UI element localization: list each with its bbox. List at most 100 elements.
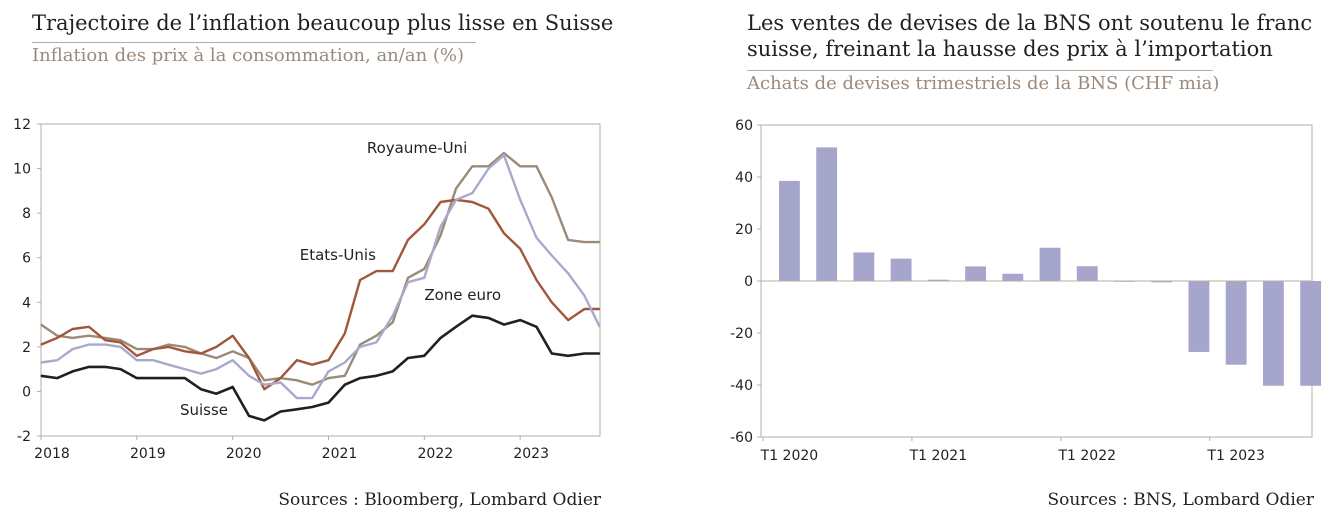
data-point-uk	[535, 165, 538, 167]
data-point-ch	[567, 355, 569, 357]
data-point-ch	[407, 357, 409, 359]
data-point-ez	[392, 315, 394, 317]
data-point-ch	[279, 410, 282, 413]
data-point-ez	[200, 373, 202, 375]
data-point-ch	[72, 370, 74, 372]
data-point-ch	[104, 366, 106, 368]
y-tick-label: 40	[735, 170, 753, 186]
y-tick-label: 20	[735, 222, 753, 238]
data-point-ez	[519, 199, 521, 201]
data-point-ez	[503, 154, 505, 156]
y-tick-label: -60	[730, 430, 753, 446]
data-point-ez	[407, 281, 409, 283]
data-point-us	[487, 208, 490, 210]
data-point-ch	[551, 352, 553, 355]
series-label-uk: Royaume-Uni	[367, 139, 467, 157]
data-point-uk	[375, 335, 378, 337]
data-point-uk	[88, 335, 90, 337]
data-point-ez	[136, 359, 138, 361]
bar	[816, 147, 838, 281]
data-point-ch	[344, 384, 346, 386]
x-tick-label: T1 2023	[1206, 448, 1265, 464]
x-tick-label: 2022	[418, 446, 454, 462]
data-point-uk	[167, 344, 170, 346]
bar	[1002, 273, 1024, 281]
y-tick-label: -20	[730, 326, 753, 342]
data-point-ch	[487, 317, 490, 319]
x-tick-label: T1 2022	[1057, 448, 1116, 464]
data-point-ch	[503, 323, 505, 326]
data-point-ch	[152, 377, 154, 379]
series-line-ch	[40, 314, 600, 422]
inflation-chart-panel: Trajectoire de l’inflation beaucoup plus…	[0, 0, 620, 523]
data-point-ch	[119, 368, 122, 370]
data-point-uk	[104, 337, 106, 339]
data-point-uk	[487, 165, 490, 167]
data-point-ez	[215, 368, 217, 370]
data-point-ez	[279, 381, 282, 384]
data-point-ch	[392, 370, 394, 372]
bar	[779, 180, 800, 281]
data-point-us	[535, 279, 538, 281]
data-point-uk	[440, 234, 442, 237]
bar	[1225, 281, 1247, 365]
data-point-ez	[487, 167, 490, 170]
data-point-uk	[40, 323, 42, 326]
bar	[1300, 281, 1322, 386]
data-point-ch	[263, 419, 265, 421]
data-point-ez	[248, 375, 250, 377]
data-point-us	[583, 308, 585, 310]
data-point-uk	[311, 384, 313, 386]
series-line-uk	[40, 151, 600, 386]
data-point-ch	[535, 326, 538, 328]
data-point-us	[200, 352, 202, 355]
data-point-ch	[471, 315, 473, 317]
data-point-uk	[344, 375, 346, 377]
data-point-ez	[56, 359, 58, 361]
data-point-us	[296, 359, 298, 361]
data-point-us	[503, 232, 505, 234]
y-tick-label: 4	[22, 295, 31, 311]
y-tick-label: 0	[22, 384, 31, 400]
data-point-ez	[152, 359, 154, 361]
series-label-ch: Suisse	[180, 401, 228, 419]
y-tick-label: -40	[730, 378, 753, 394]
data-point-uk	[455, 188, 457, 190]
data-point-ez	[359, 346, 361, 348]
data-point-us	[423, 223, 425, 225]
data-point-ch	[440, 337, 442, 339]
x-tick-label: T1 2021	[909, 448, 968, 464]
data-point-ch	[359, 377, 361, 379]
data-point-ez	[72, 348, 74, 350]
data-point-us	[184, 350, 186, 352]
right-chart-subtitle: Achats de devises trimestriels de la BNS…	[747, 73, 1220, 94]
y-tick-label: 6	[22, 251, 31, 267]
data-point-uk	[423, 268, 425, 270]
data-point-ch	[136, 377, 138, 379]
data-point-ch	[296, 408, 298, 410]
bar	[1076, 266, 1098, 281]
left-chart-subtitle: Inflation des prix à la consommation, an…	[32, 45, 465, 66]
data-point-ez	[344, 361, 346, 364]
y-tick-label: 0	[744, 274, 753, 290]
data-point-ch	[40, 375, 42, 377]
data-point-ez	[440, 225, 442, 228]
data-point-us	[392, 270, 394, 272]
right-chart-title-line2: suisse, freinant la hausse des prix à l’…	[747, 37, 1273, 61]
x-tick-label: 2019	[130, 446, 166, 462]
data-point-uk	[232, 350, 234, 352]
left-title-rule	[32, 42, 476, 43]
data-point-ez	[535, 237, 538, 239]
data-point-us	[72, 328, 74, 330]
data-point-ez	[311, 397, 313, 399]
data-point-ch	[423, 355, 425, 357]
data-point-us	[344, 332, 346, 335]
bar	[965, 266, 986, 281]
data-point-uk	[583, 241, 585, 243]
left-chart-title: Trajectoire de l’inflation beaucoup plus…	[32, 11, 614, 35]
data-point-ch	[232, 386, 234, 388]
series-label-ez: Zone euro	[424, 286, 501, 304]
y-tick-label: 12	[13, 117, 31, 133]
data-point-us	[88, 326, 90, 328]
data-point-uk	[392, 321, 394, 323]
